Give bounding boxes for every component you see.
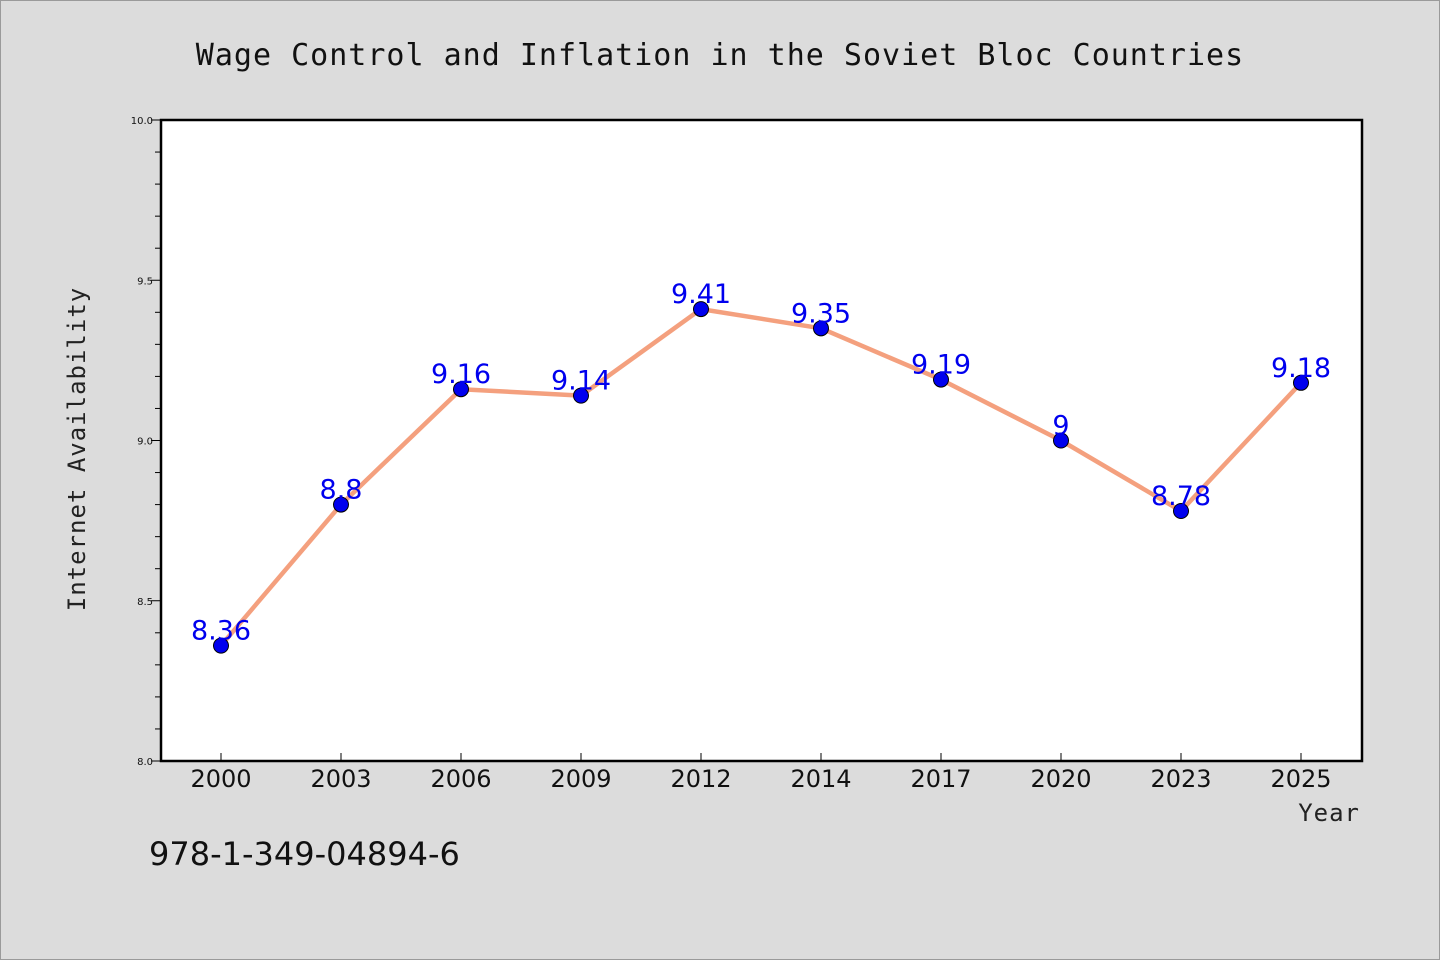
data-label: 9.41 <box>671 279 731 310</box>
data-label: 8.36 <box>191 616 251 647</box>
data-point <box>693 301 709 318</box>
series-line <box>218 306 1304 648</box>
series-markers <box>213 301 1309 654</box>
data-label: 9.14 <box>551 366 611 397</box>
data-point <box>1293 374 1309 391</box>
data-labels: 8.36 8.8 9.16 9.14 9.41 9.35 9.19 9 8.78 9.18 <box>191 279 1331 647</box>
data-point <box>213 637 229 654</box>
x-tick-label: 2025 <box>1270 765 1331 793</box>
data-point <box>813 320 829 337</box>
x-axis: 2000 2003 2006 2009 2012 2014 2017 2020 2023 2025 <box>190 753 1332 793</box>
chart-title: Wage Control and Inflation in the Soviet… <box>196 38 1244 73</box>
isbn-text: 978-1-349-04894-6 <box>149 835 460 873</box>
x-tick-label: 2000 <box>190 765 251 793</box>
data-point <box>1053 432 1069 449</box>
x-tick-label: 2009 <box>550 765 611 793</box>
data-point <box>453 381 469 398</box>
data-point <box>573 387 589 404</box>
data-label: 9.35 <box>791 298 851 329</box>
data-label: 9 <box>1052 411 1069 442</box>
x-tick-label: 2023 <box>1150 765 1211 793</box>
y-tick-label: 8.5 <box>137 597 153 608</box>
data-label: 8.78 <box>1151 481 1211 512</box>
data-point <box>333 496 349 513</box>
data-point <box>1173 503 1189 520</box>
data-label: 8.8 <box>320 475 363 506</box>
x-tick-label: 2014 <box>790 765 851 793</box>
x-tick-label: 2006 <box>430 765 491 793</box>
x-tick-label: 2020 <box>1030 765 1091 793</box>
y-tick-label: 9.5 <box>137 276 153 287</box>
y-axis: 8.0 8.5 9.0 9.5 10.0 <box>131 116 161 768</box>
y-tick-label: 10.0 <box>131 116 153 127</box>
data-label: 9.16 <box>431 359 491 390</box>
x-tick-label: 2003 <box>310 765 371 793</box>
y-axis-label: Internet Availability <box>63 287 91 611</box>
data-label: 9.18 <box>1271 353 1331 384</box>
x-tick-label: 2012 <box>670 765 731 793</box>
plot-area <box>159 118 1364 763</box>
y-tick-label: 8.0 <box>137 757 153 768</box>
x-tick-label: 2017 <box>910 765 971 793</box>
y-tick-label: 9.0 <box>137 437 153 448</box>
data-point <box>933 371 949 388</box>
x-axis-label: Year <box>1298 799 1360 827</box>
data-label: 9.19 <box>911 350 971 381</box>
